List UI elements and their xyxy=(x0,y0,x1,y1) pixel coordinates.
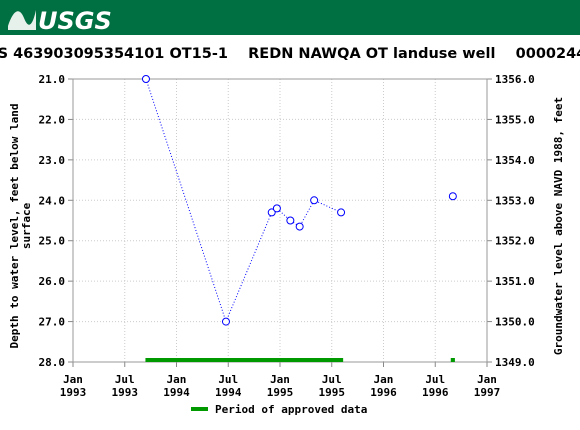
y-axis-label: surface xyxy=(20,202,33,249)
x-tick-label-year: 1993 xyxy=(112,386,139,399)
x-tick-label: Jan 1996 xyxy=(370,373,397,399)
y-tick-label: 21.0 xyxy=(39,73,66,86)
data-point xyxy=(295,222,304,231)
data-point xyxy=(448,192,457,201)
x-tick-label-year: 1995 xyxy=(319,386,346,399)
y-axis-label: Depth to water level, feet below land xyxy=(8,103,21,348)
y-tick-label: 25.0 xyxy=(39,235,66,248)
header-bar xyxy=(0,0,580,35)
x-tick-label-year: 1993 xyxy=(60,386,87,399)
x-tick-label-year: 1996 xyxy=(370,386,397,399)
y2-tick-label: 1355.0 xyxy=(495,113,535,126)
data-point xyxy=(337,208,346,217)
x-tick-label: Jul 1995 xyxy=(319,373,346,399)
data-point xyxy=(310,196,319,205)
x-tick-label-year: 1994 xyxy=(163,386,190,399)
x-tick-label-month: Jul xyxy=(115,373,135,386)
y-tick-label: 23.0 xyxy=(39,154,66,167)
x-tick-label: Jul 1993 xyxy=(112,373,139,399)
x-tick-label: Jul 1994 xyxy=(215,373,242,399)
x-tick-label-year: 1997 xyxy=(474,386,501,399)
legend-label: Period of approved data xyxy=(215,403,367,416)
y-tick-label: 24.0 xyxy=(39,194,66,207)
logo-mark xyxy=(8,10,36,30)
x-tick-label-month: Jul xyxy=(425,373,445,386)
y2-tick-label: 1352.0 xyxy=(495,235,535,248)
x-tick-label-month: Jul xyxy=(218,373,238,386)
logo-text: USGS xyxy=(38,7,112,35)
y2-tick-label: 1353.0 xyxy=(495,194,535,207)
approved-period xyxy=(450,358,455,362)
y2-tick-label: 1356.0 xyxy=(495,73,535,86)
data-point xyxy=(221,317,230,326)
data-point xyxy=(272,204,281,213)
x-tick-label-month: Jan xyxy=(374,373,394,386)
chart-title: USGS 463903095354101 OT15-1 REDN NAWQA O… xyxy=(0,46,580,62)
y-tick-label: 28.0 xyxy=(39,356,66,369)
y2-tick-label: 1349.0 xyxy=(495,356,535,369)
x-tick-label-month: Jan xyxy=(477,373,497,386)
x-tick-label-year: 1995 xyxy=(267,386,294,399)
y2-tick-label: 1350.0 xyxy=(495,316,535,329)
y-tick-label: 26.0 xyxy=(39,275,66,288)
x-tick-label: Jan 1997 xyxy=(474,373,501,399)
y2-tick-label: 1351.0 xyxy=(495,275,535,288)
x-tick-label-month: Jul xyxy=(322,373,342,386)
x-tick-label-month: Jan xyxy=(167,373,187,386)
x-tick-label: Jan 1994 xyxy=(163,373,190,399)
x-tick-label-year: 1996 xyxy=(422,386,449,399)
x-tick-label: Jul 1996 xyxy=(422,373,449,399)
y2-tick-label: 1354.0 xyxy=(495,154,535,167)
x-tick-label-month: Jan xyxy=(270,373,290,386)
x-tick-label-year: 1994 xyxy=(215,386,242,399)
x-tick-label: Jan 1993 xyxy=(60,373,87,399)
approved-period xyxy=(145,358,344,362)
data-point xyxy=(267,208,276,217)
y-tick-label: 27.0 xyxy=(39,316,66,329)
y-tick-label: 22.0 xyxy=(39,113,66,126)
x-tick-label-month: Jan xyxy=(63,373,83,386)
x-tick-label: Jan 1995 xyxy=(267,373,294,399)
y2-axis-label: Groundwater level above NAVD 1988, feet xyxy=(552,97,565,355)
data-point xyxy=(141,75,150,83)
data-point xyxy=(286,216,295,225)
